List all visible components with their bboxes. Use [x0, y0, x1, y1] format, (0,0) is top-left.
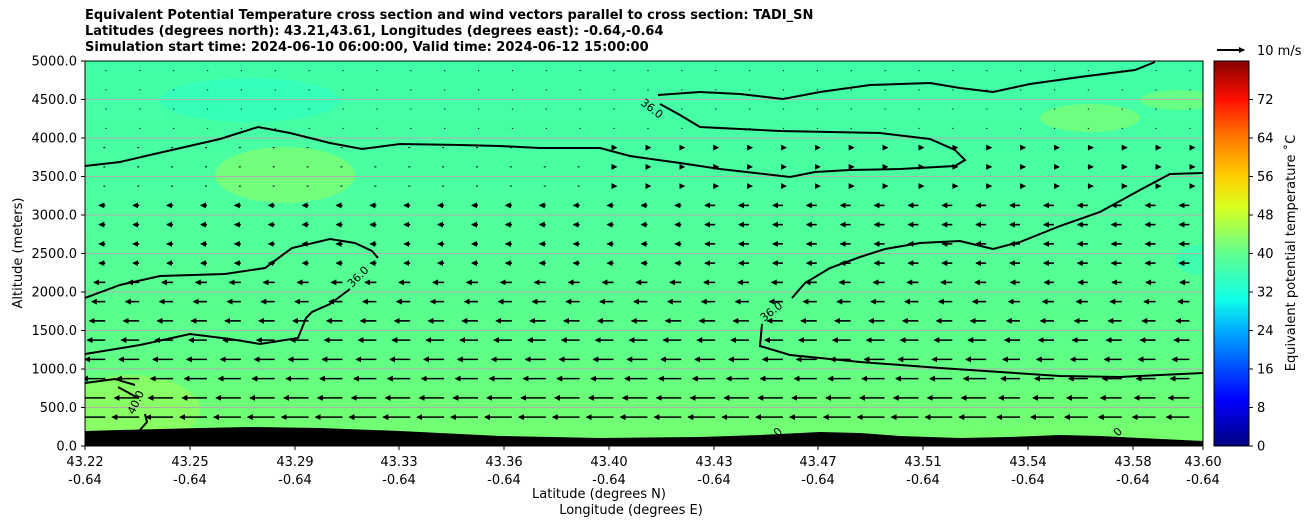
wind-vectors	[85, 70, 1196, 421]
warm-patch	[270, 398, 1030, 442]
x-tick-lon: -0.64	[382, 473, 416, 488]
contour-36-right	[791, 172, 1203, 299]
x-tick-lat: 43.54	[1009, 455, 1046, 470]
x-tick-lon: -0.64	[906, 473, 940, 488]
x-tick-lat: 43.22	[66, 455, 103, 470]
x-tick-lat: 43.29	[276, 455, 313, 470]
chart-title: Equivalent Potential Temperature cross s…	[85, 8, 813, 56]
x-axis-title-lat: Latitude (degrees N)	[532, 487, 666, 502]
quiver-key: 10 m/s	[1217, 44, 1302, 59]
x-tick-lon: -0.64	[1011, 473, 1045, 488]
x-tick-lat: 43.40	[590, 455, 627, 470]
title-line-3: Simulation start time: 2024-06-10 06:00:…	[85, 40, 649, 55]
colorbar-tick: 16	[1257, 363, 1274, 378]
y-tick-label: 2500.0	[32, 247, 78, 262]
y-tick-label: 3000.0	[32, 209, 78, 224]
x-tick-lat: 43.60	[1184, 455, 1221, 470]
x-tick-lon: -0.64	[1116, 473, 1150, 488]
colorbar-tick: 64	[1257, 132, 1274, 147]
contour-40-left	[85, 377, 136, 386]
y-axis: 0.0 500.0 1000.0 1500.0 2000.0 2500.0 30…	[11, 55, 85, 455]
y-axis-title: Altitude (meters)	[11, 198, 26, 309]
title-line-1: Equivalent Potential Temperature cross s…	[85, 8, 814, 23]
x-tick-lon: -0.64	[278, 473, 312, 488]
warm-patch	[85, 375, 200, 445]
x-tick-lon: -0.64	[697, 473, 731, 488]
x-axis: 43.22 43.25 43.29 43.33 43.36 43.40 43.4…	[66, 446, 1222, 518]
y-tick-label: 1500.0	[32, 324, 78, 339]
contour-40-left-b	[117, 386, 139, 399]
x-tick-lon: -0.64	[592, 473, 626, 488]
y-tick-label: 4000.0	[32, 132, 78, 147]
contour-36-top	[657, 61, 1156, 101]
x-tick-lat: 43.43	[695, 455, 732, 470]
y-tick-label: 500.0	[40, 401, 77, 416]
y-tick-label: 4500.0	[32, 93, 78, 108]
x-tick-lat: 43.47	[799, 455, 836, 470]
contour-36-upper	[85, 103, 967, 179]
x-tick-lat: 43.51	[904, 455, 941, 470]
colorbar-tick: 0	[1257, 440, 1265, 455]
contour-36-low	[758, 323, 1203, 379]
colorbar: 0 8 16 24 32 40 48 56 64 72 Equivalent p…	[1213, 60, 1299, 455]
x-tick-lat: 43.25	[171, 455, 208, 470]
colorbar-gradient	[1213, 60, 1250, 447]
x-tick-lon: -0.64	[487, 473, 521, 488]
colorbar-title: Equivalent potential temperature ˚C	[1283, 135, 1299, 371]
title-line-2: Latitudes (degrees north): 43.21,43.61, …	[85, 24, 664, 39]
colorbar-tick: 56	[1257, 170, 1274, 185]
warm-patch	[215, 147, 355, 203]
grid-lines	[85, 99, 1203, 408]
x-axis-title-lon: Longitude (degrees E)	[559, 503, 703, 518]
y-tick-label: 1000.0	[32, 363, 78, 378]
colorbar-tick: 48	[1257, 209, 1274, 224]
x-tick-lat: 43.33	[380, 455, 417, 470]
x-tick-lat: 43.58	[1114, 455, 1151, 470]
y-tick-label: 0.0	[56, 440, 77, 455]
cool-patch	[1175, 245, 1203, 275]
colorbar-tick: 8	[1257, 401, 1265, 416]
x-tick-lat: 43.36	[485, 455, 522, 470]
warm-patch	[1040, 104, 1140, 132]
x-tick-lon: -0.64	[1186, 473, 1220, 488]
terrain	[85, 427, 1203, 446]
colorbar-tick: 40	[1257, 247, 1274, 262]
x-tick-lon: -0.64	[173, 473, 207, 488]
contour-36-mid-b	[85, 288, 351, 355]
colorbar-tick: 32	[1257, 286, 1274, 301]
x-tick-lon: -0.64	[801, 473, 835, 488]
x-tick-lon: -0.64	[68, 473, 102, 488]
y-tick-label: 5000.0	[32, 55, 78, 70]
quiver-key-label: 10 m/s	[1257, 44, 1302, 59]
contour-36-mid	[85, 237, 379, 299]
colorbar-tick: 72	[1257, 93, 1274, 108]
y-tick-label: 3500.0	[32, 170, 78, 185]
colorbar-tick: 24	[1257, 324, 1274, 339]
y-tick-label: 2000.0	[32, 286, 78, 301]
